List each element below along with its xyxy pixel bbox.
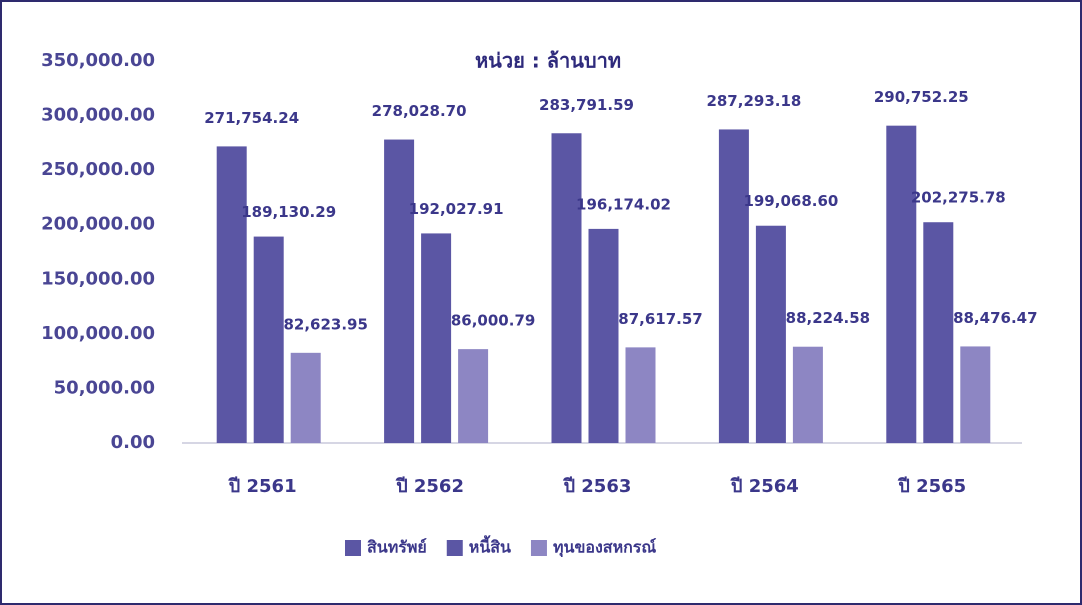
x-tick-label: ปี 2565 [897,476,966,497]
value-label: 283,791.59 [539,96,634,114]
value-label: 189,130.29 [241,203,336,221]
legend-swatch [530,540,547,556]
value-label: 199,068.60 [743,192,838,210]
legend-label: หนี้สิน [469,535,511,557]
y-tick-label: 100,000.00 [41,323,155,344]
bar [458,349,489,443]
bar [718,129,749,444]
x-tick-label: ปี 2564 [730,476,799,497]
value-label: 86,000.79 [451,312,535,330]
bar [253,236,284,443]
bar [886,125,917,444]
bar [923,222,954,443]
x-tick-label: ปี 2561 [227,476,296,497]
value-label: 287,293.18 [706,92,801,110]
x-tick-label: ปี 2563 [562,476,631,497]
legend-label: ทุนของสหกรณ์ [553,538,656,558]
bar [625,347,656,443]
bar [960,346,991,443]
value-label: 88,224.58 [786,309,870,327]
value-label: 271,754.24 [204,109,299,127]
bar [755,225,786,443]
value-label: 88,476.47 [953,309,1037,327]
bar [290,352,321,443]
value-label: 87,617.57 [618,310,702,328]
value-label: 196,174.02 [576,195,671,213]
bar [588,228,619,443]
bar [216,146,247,443]
x-tick-label: ปี 2562 [395,476,464,497]
y-tick-label: 300,000.00 [41,105,155,126]
y-tick-label: 250,000.00 [41,159,155,180]
bar [421,233,452,443]
y-tick-label: 350,000.00 [41,50,155,71]
legend-swatch [345,540,361,556]
value-label: 192,027.91 [409,200,504,218]
value-label: 278,028.70 [372,102,467,120]
legend-swatch [446,540,463,556]
value-label: 290,752.25 [874,88,969,106]
value-label: 82,623.95 [283,315,367,333]
legend-label: สินทรัพย์ [367,538,427,557]
y-tick-label: 150,000.00 [41,268,155,289]
y-tick-label: 200,000.00 [41,214,155,235]
bar [792,346,823,443]
y-tick-label: 50,000.00 [54,377,155,398]
value-label: 202,275.78 [911,189,1006,207]
bar [551,133,582,443]
y-tick-label: 0.00 [111,432,155,453]
chart-title: หน่วย : ล้านบาท [475,49,621,73]
bar [384,139,415,444]
